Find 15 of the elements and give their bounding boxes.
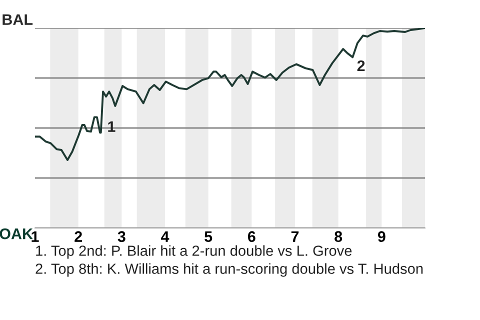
x-tick-label: 6 <box>248 231 256 242</box>
x-tick-label: 8 <box>334 231 342 242</box>
x-tick-label: 5 <box>204 231 212 242</box>
x-tick-label: 4 <box>160 231 170 242</box>
annotation: 1 <box>108 121 116 132</box>
x-tick-label: 9 <box>378 231 386 242</box>
x-tick-label: 2 <box>74 231 82 242</box>
annotation: 2 <box>357 60 365 72</box>
text: BAL <box>2 14 33 25</box>
x-tick-label: 7 <box>291 231 299 242</box>
x-tick-label: 3 <box>118 231 126 242</box>
x-tick-label: 1 <box>32 231 39 242</box>
text: 2. Top 8th: K. Williams hit a run-scoring double vs T. Hudson <box>36 263 423 277</box>
text: OAK <box>0 228 33 240</box>
text: 1. Top 2nd: P. Blair hit a 2-run double vs L. Grove <box>36 245 352 259</box>
